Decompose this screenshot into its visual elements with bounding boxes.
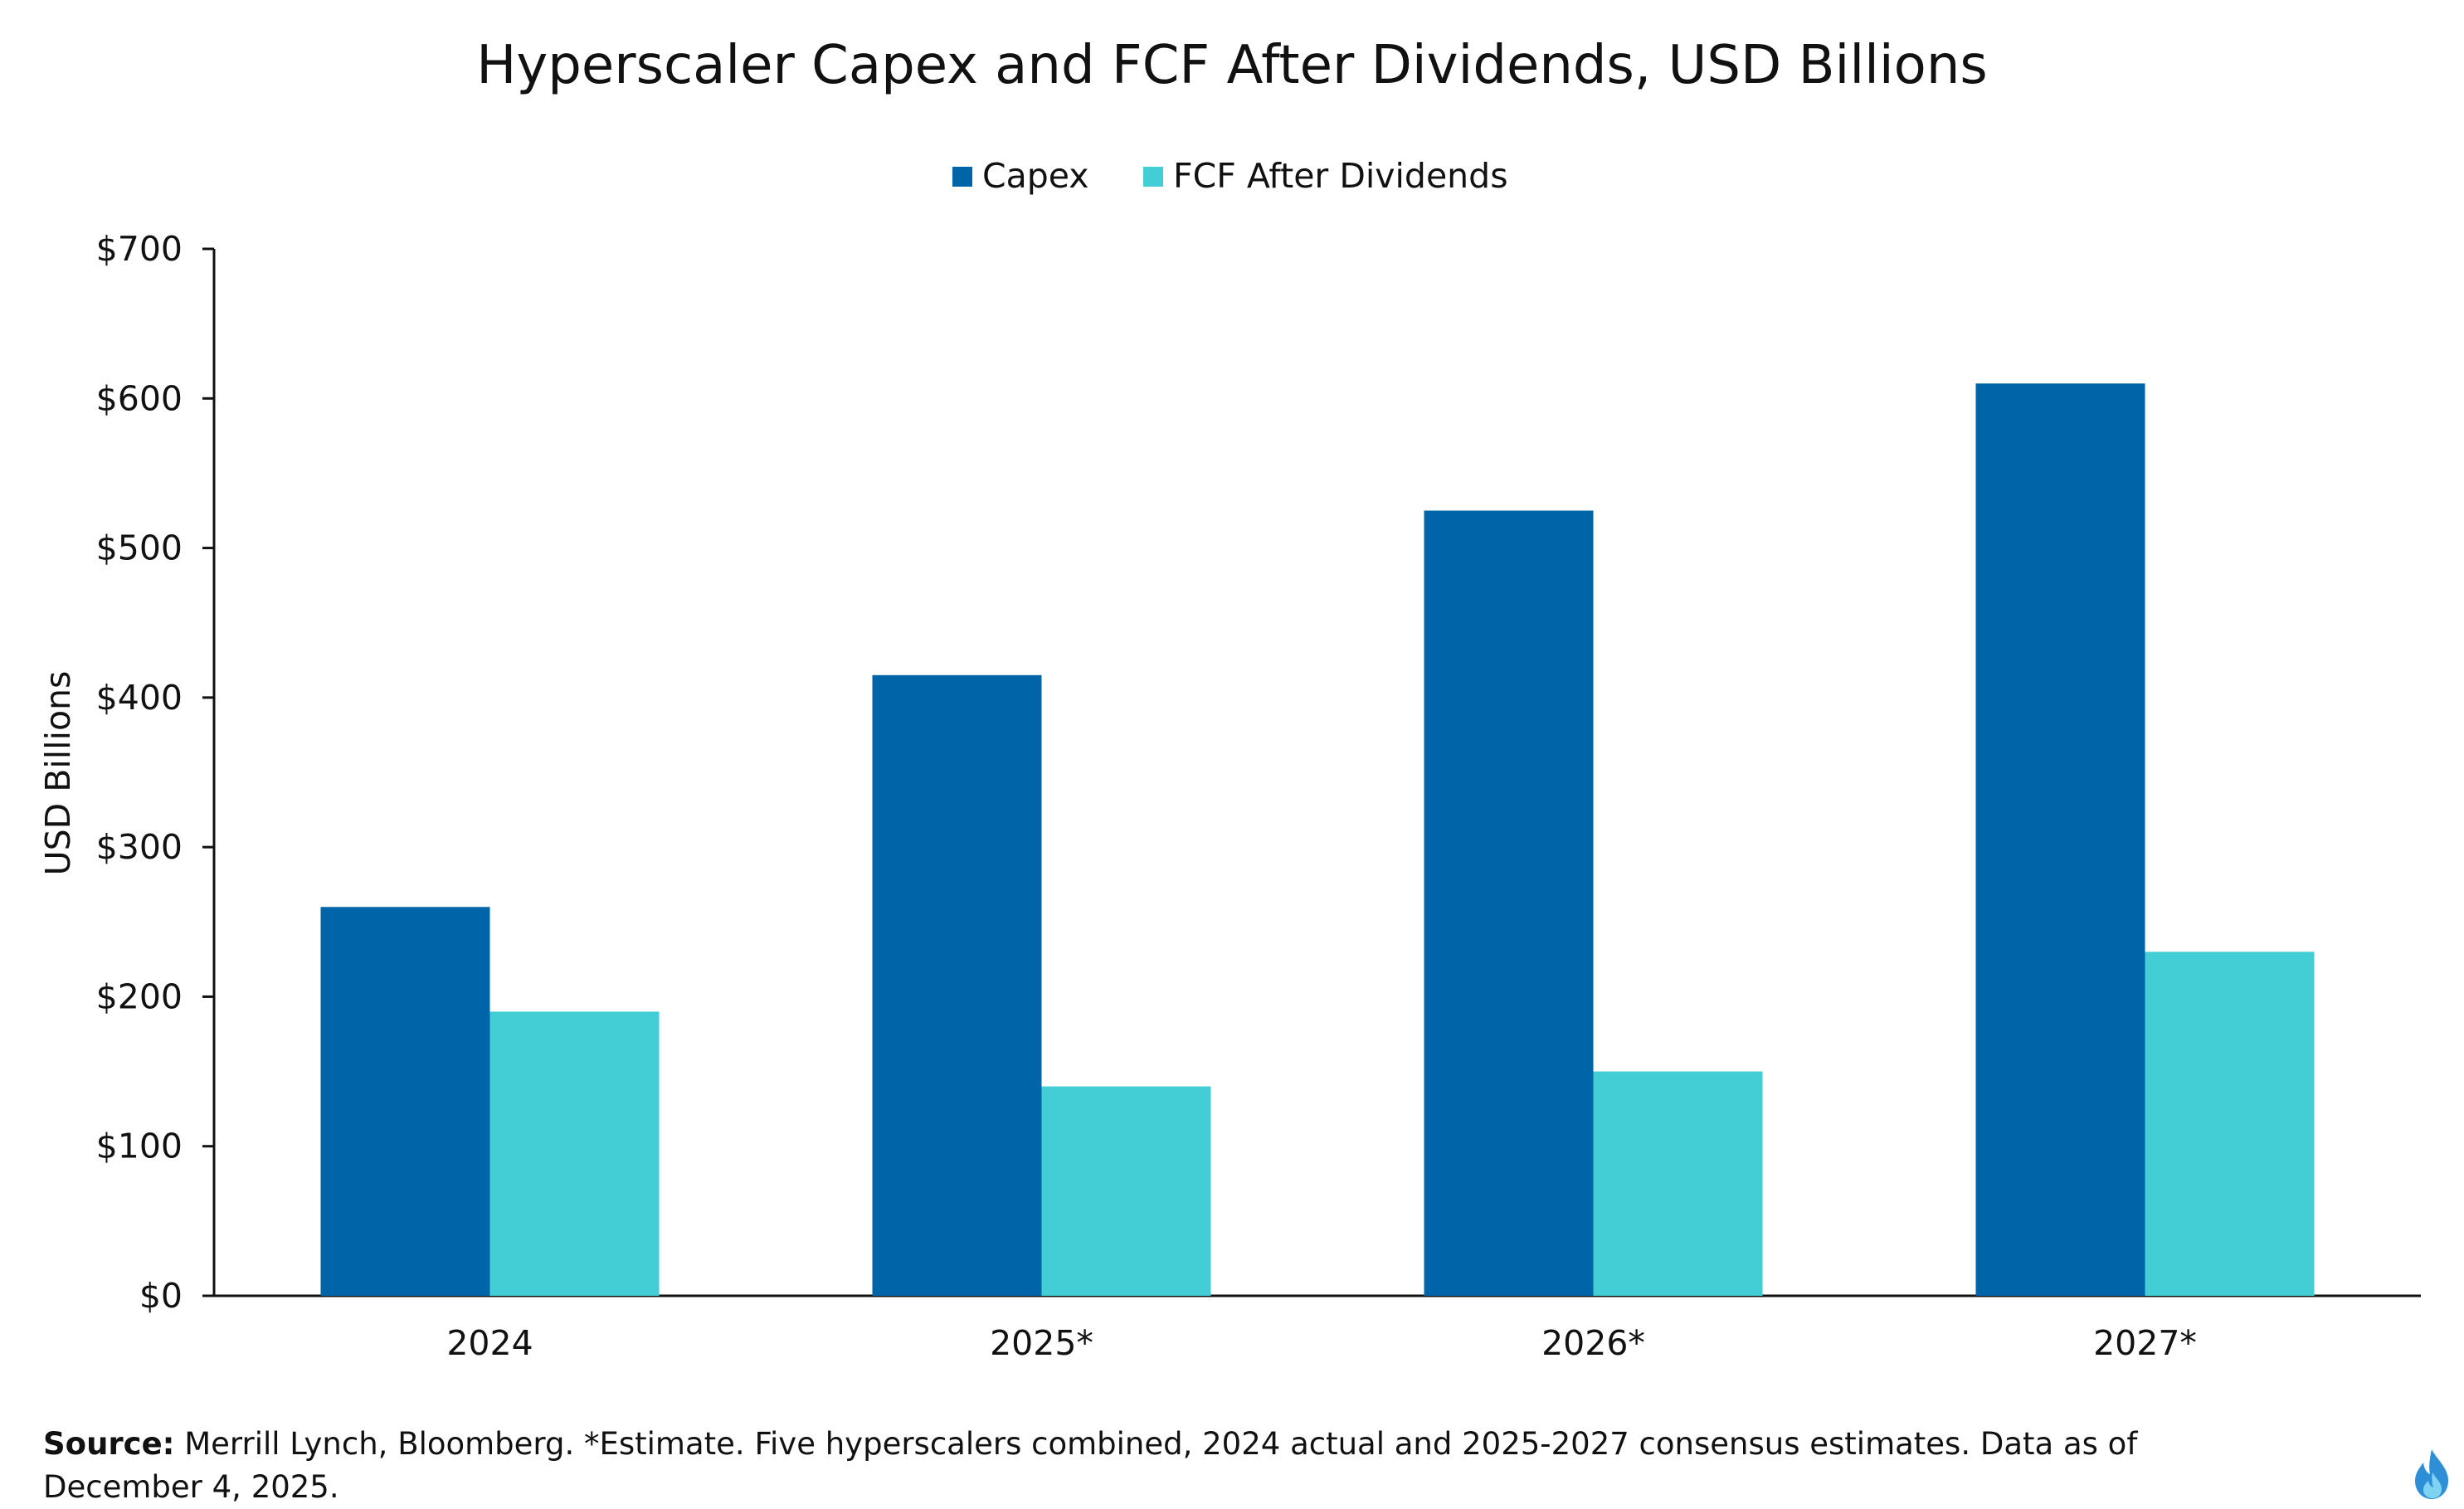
footnote: Source: Merrill Lynch, Bloomberg. *Estim… bbox=[43, 1423, 2283, 1509]
bar-capex bbox=[320, 907, 490, 1296]
y-axis: $0 $100 $200 $300 $400 $500 $600 $700 bbox=[96, 229, 216, 1316]
chart-title: Hyperscaler Capex and FCF After Dividend… bbox=[476, 35, 1987, 96]
y-tick-label: $400 bbox=[96, 678, 183, 718]
legend-swatch bbox=[952, 167, 972, 187]
bar-capex bbox=[1424, 510, 1594, 1296]
bar-capex bbox=[872, 674, 1042, 1296]
legend: Capex FCF After Dividends bbox=[952, 156, 1508, 196]
x-tick-label: 2027* bbox=[2093, 1323, 2197, 1363]
legend-label: Capex bbox=[982, 156, 1089, 196]
y-tick-label: $200 bbox=[96, 976, 183, 1016]
bar-fcf-after-dividends bbox=[489, 1011, 660, 1296]
x-tick-label: 2026* bbox=[1541, 1323, 1645, 1363]
y-axis-title: USD Billions bbox=[38, 671, 78, 876]
bar-fcf-after-dividends bbox=[1593, 1071, 1763, 1296]
x-tick-label: 2025* bbox=[990, 1323, 1093, 1363]
y-tick-label: $600 bbox=[96, 378, 183, 418]
flame-logo-icon bbox=[2415, 1449, 2448, 1499]
source-label: Source: bbox=[43, 1426, 175, 1462]
bar-capex bbox=[1975, 383, 2145, 1297]
bars bbox=[320, 383, 2315, 1297]
x-tick-label: 2024 bbox=[446, 1323, 533, 1363]
x-axis: 2024 2025* 2026* 2027* bbox=[214, 1294, 2421, 1363]
y-tick-label: $300 bbox=[96, 827, 183, 867]
y-tick-label: $700 bbox=[96, 229, 183, 269]
legend-label: FCF After Dividends bbox=[1173, 156, 1508, 196]
bar-fcf-after-dividends bbox=[1041, 1086, 1211, 1296]
y-tick-label: $100 bbox=[96, 1127, 183, 1166]
legend-swatch bbox=[1143, 167, 1163, 187]
y-tick-label: $500 bbox=[96, 528, 183, 568]
y-tick-label: $0 bbox=[139, 1276, 183, 1316]
footnote-text: Merrill Lynch, Bloomberg. *Estimate. Fiv… bbox=[43, 1426, 2138, 1505]
bar-fcf-after-dividends bbox=[2145, 952, 2315, 1296]
